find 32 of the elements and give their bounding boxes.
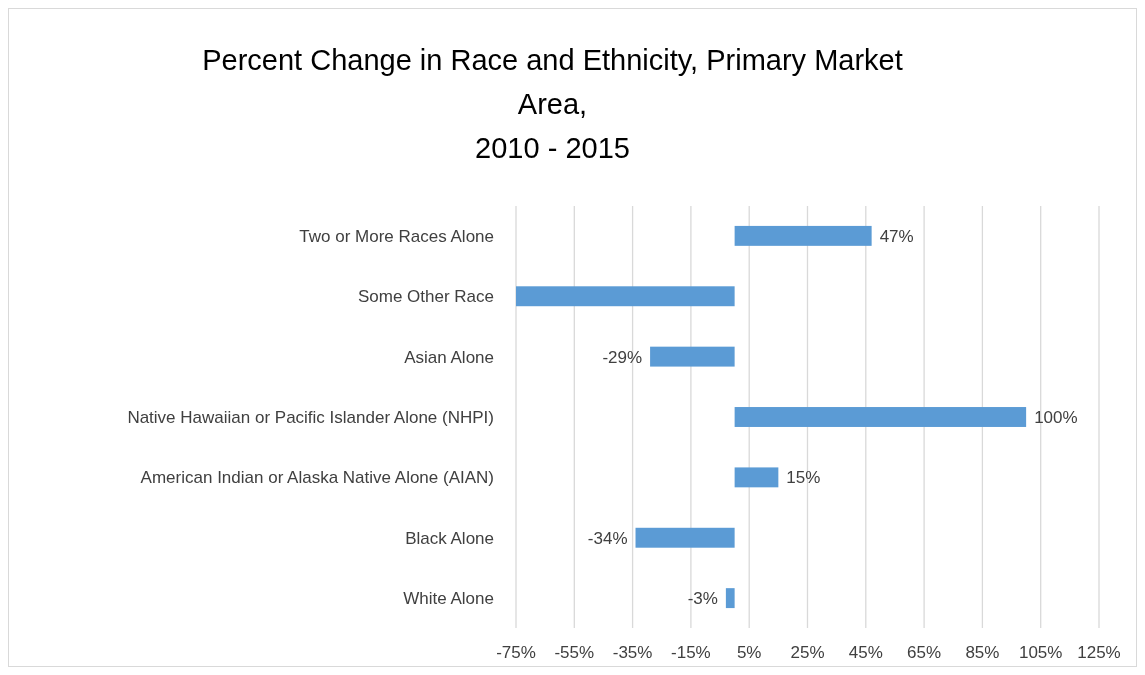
- x-tick-label: 65%: [907, 643, 942, 662]
- bar: [734, 407, 1027, 427]
- bar: [725, 588, 735, 609]
- data-label: 47%: [879, 226, 914, 246]
- y-tick-label: American Indian or Alaska Native Alone (AIAN): [140, 468, 494, 488]
- x-tick-label: 45%: [848, 643, 883, 662]
- chart-title: Percent Change in Race and Ethnicity, Primary Market Area, 2010 - 2015: [202, 44, 903, 164]
- x-tick-label: 85%: [965, 643, 1000, 662]
- x-tick-label: -35%: [612, 643, 653, 662]
- y-tick-label: White Alone: [403, 589, 494, 609]
- y-tick-label: Asian Alone: [404, 347, 494, 367]
- x-tick-label: -55%: [554, 643, 595, 662]
- x-tick-label: 25%: [790, 643, 825, 662]
- data-label: 100%: [1034, 407, 1078, 427]
- x-tick-label: -75%: [496, 643, 536, 662]
- data-label: -29%: [602, 347, 643, 367]
- x-tick-label: 105%: [1018, 643, 1063, 662]
- bar: [516, 286, 735, 307]
- y-tick-label: Native Hawaiian or Pacific Islander Alone (NHPI): [127, 407, 494, 427]
- data-label: -3%: [687, 589, 718, 609]
- x-tick-label: 5%: [736, 643, 762, 662]
- x-tick-label: 125%: [1077, 643, 1121, 662]
- data-label: -34%: [587, 528, 628, 548]
- y-tick-label: Black Alone: [405, 528, 494, 548]
- x-tick-label: -15%: [671, 643, 711, 662]
- data-label: 15%: [786, 468, 821, 488]
- bar: [734, 225, 872, 246]
- bar: [635, 527, 735, 548]
- y-tick-label: Some Other Race: [357, 287, 494, 307]
- y-tick-label: Two or More Races Alone: [299, 226, 494, 246]
- bar: [650, 346, 735, 367]
- bar: [734, 467, 779, 488]
